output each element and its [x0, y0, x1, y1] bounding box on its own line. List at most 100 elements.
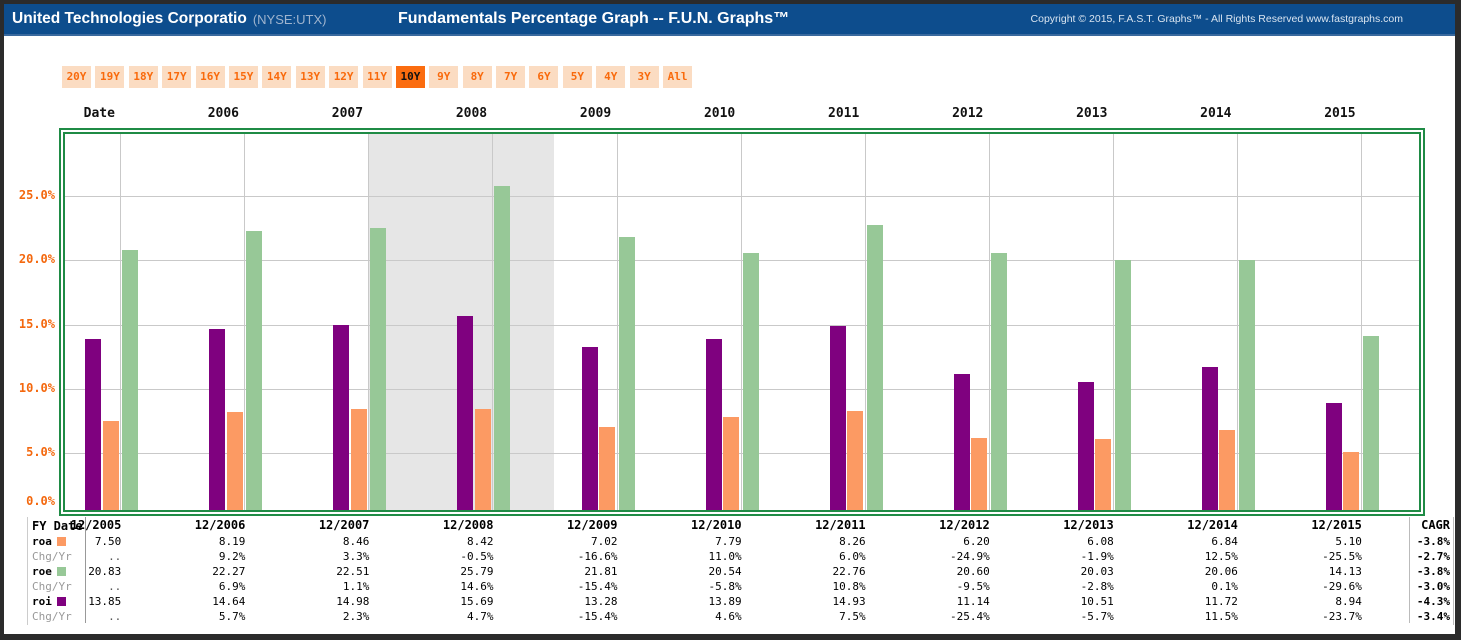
table-cell: 1.1% [342, 580, 370, 593]
table-cell: -15.4% [577, 580, 618, 593]
table-cell: 25.79 [460, 565, 494, 578]
vertical-gridline [988, 134, 990, 510]
bar-roi-2006 [209, 329, 226, 510]
table-cell: 22.27 [212, 565, 246, 578]
bar-roe-2009 [618, 237, 635, 510]
table-cell: 8.94 [1335, 595, 1362, 608]
table-cell: 11.72 [1204, 595, 1238, 608]
range-button-all[interactable]: All [663, 66, 693, 88]
y-axis-tick-label: 10.0% [18, 381, 55, 395]
table-year-header: 12/2014 [1187, 518, 1238, 532]
page-title: Fundamentals Percentage Graph -- F.U.N. … [398, 10, 790, 27]
table-cell: -9.5% [956, 580, 990, 593]
table-cagr-cell: -3.4% [1416, 610, 1450, 623]
table-cell: 12.5% [1204, 550, 1238, 563]
row-label-roa: roa [32, 534, 66, 549]
bar-roe-2010 [742, 253, 759, 510]
bar-roa-2007 [350, 408, 367, 510]
horizontal-gridline [65, 389, 1419, 390]
table-cell: 13.85 [88, 595, 122, 608]
range-button-8y[interactable]: 8Y [462, 66, 492, 88]
range-button-7y[interactable]: 7Y [496, 66, 526, 88]
table-cell: 14.64 [212, 595, 246, 608]
vertical-gridline [740, 134, 742, 510]
table-cell: 14.13 [1328, 565, 1362, 578]
table-cell: 11.0% [708, 550, 742, 563]
table-cell: 8.42 [466, 535, 494, 548]
bar-roa-2008 [474, 409, 491, 510]
table-cell: -5.7% [1080, 610, 1114, 623]
table-year-header: 12/2005 [70, 518, 122, 532]
table-cell: .. [108, 580, 122, 593]
table-cell: 6.0% [839, 550, 866, 563]
x-axis-year-label: 2010 [703, 106, 736, 121]
x-axis-year-label: 2007 [331, 106, 364, 121]
range-button-12y[interactable]: 12Y [329, 66, 359, 88]
row-label-chg-yr: Chg/Yr [32, 550, 72, 563]
bar-roe-2008 [494, 185, 511, 510]
range-button-9y[interactable]: 9Y [429, 66, 459, 88]
range-button-5y[interactable]: 5Y [562, 66, 592, 88]
table-cell: 20.03 [1080, 565, 1114, 578]
table-column-separator [1409, 517, 1410, 623]
table-cell: 7.02 [591, 535, 618, 548]
x-axis-year-label: 2006 [207, 106, 240, 121]
range-button-19y[interactable]: 19Y [95, 66, 125, 88]
y-axis-tick-label: 25.0% [18, 188, 55, 203]
range-button-4y[interactable]: 4Y [596, 66, 626, 88]
table-cell: -25.5% [1322, 550, 1362, 563]
range-button-11y[interactable]: 11Y [362, 66, 392, 88]
table-cell: 20.60 [956, 565, 990, 578]
table-cell: 21.81 [584, 565, 618, 578]
bar-roi-2013 [1077, 382, 1094, 510]
range-button-10y[interactable]: 10Y [395, 66, 425, 88]
bar-roa-2014 [1219, 429, 1236, 510]
bar-roa-2015 [1343, 452, 1360, 510]
copyright-text: Copyright © 2015, F.A.S.T. Graphs™ - All… [1030, 13, 1403, 25]
range-button-13y[interactable]: 13Y [295, 66, 325, 88]
range-button-20y[interactable]: 20Y [62, 66, 91, 88]
range-button-18y[interactable]: 18Y [128, 66, 158, 88]
series-swatch-roe [56, 567, 66, 576]
table-cell: 5.7% [218, 610, 246, 623]
y-axis-tick-label: 20.0% [18, 252, 55, 267]
company-name: United Technologies Corporatio [12, 10, 247, 27]
range-button-17y[interactable]: 17Y [162, 66, 192, 88]
table-cagr-cell: -4.3% [1416, 595, 1450, 608]
table-cell: 8.26 [839, 535, 866, 548]
table-cell: 14.93 [832, 595, 866, 608]
bar-roa-2011 [847, 411, 864, 510]
table-cell: -1.9% [1080, 550, 1114, 563]
table-cell: 22.76 [832, 565, 866, 578]
bar-roi-2009 [581, 346, 598, 510]
bar-roa-2006 [226, 412, 243, 510]
table-cell: 9.2% [218, 550, 246, 563]
range-button-14y[interactable]: 14Y [262, 66, 292, 88]
table-cell: -2.8% [1080, 580, 1114, 593]
bar-roi-2012 [953, 374, 970, 510]
header-bar: United Technologies Corporatio (NYSE:UTX… [4, 4, 1455, 36]
range-button-16y[interactable]: 16Y [195, 66, 225, 88]
x-axis-year-label: 2015 [1324, 106, 1356, 121]
horizontal-gridline [65, 453, 1419, 455]
range-button-15y[interactable]: 15Y [228, 66, 258, 88]
table-cagr-cell: -3.8% [1416, 535, 1450, 548]
fundamentals-data-table: FY Date 12/2005 12/2006 12/2007 12/2008 12/20… [27, 517, 1454, 625]
table-year-header: 12/2009 [566, 518, 618, 532]
y-axis-tick-label: 0.0% [26, 494, 55, 508]
range-button-3y[interactable]: 3Y [629, 66, 659, 88]
bar-roa-2009 [599, 427, 616, 510]
bar-roi-2011 [829, 325, 846, 510]
ticker-symbol: (NYSE:UTX) [252, 11, 327, 27]
table-cell: 11.14 [956, 595, 990, 608]
range-button-6y[interactable]: 6Y [529, 66, 559, 88]
horizontal-gridline [65, 260, 1419, 262]
table-cell: 11.5% [1204, 610, 1238, 623]
x-axis-year-label: 2013 [1076, 106, 1108, 121]
table-year-header: 12/2013 [1063, 518, 1114, 532]
table-cagr-cell: -3.8% [1416, 565, 1450, 578]
table-year-header: 12/2008 [442, 518, 494, 532]
table-cell: 7.50 [94, 535, 122, 548]
y-axis-tick-label: 5.0% [26, 445, 55, 460]
